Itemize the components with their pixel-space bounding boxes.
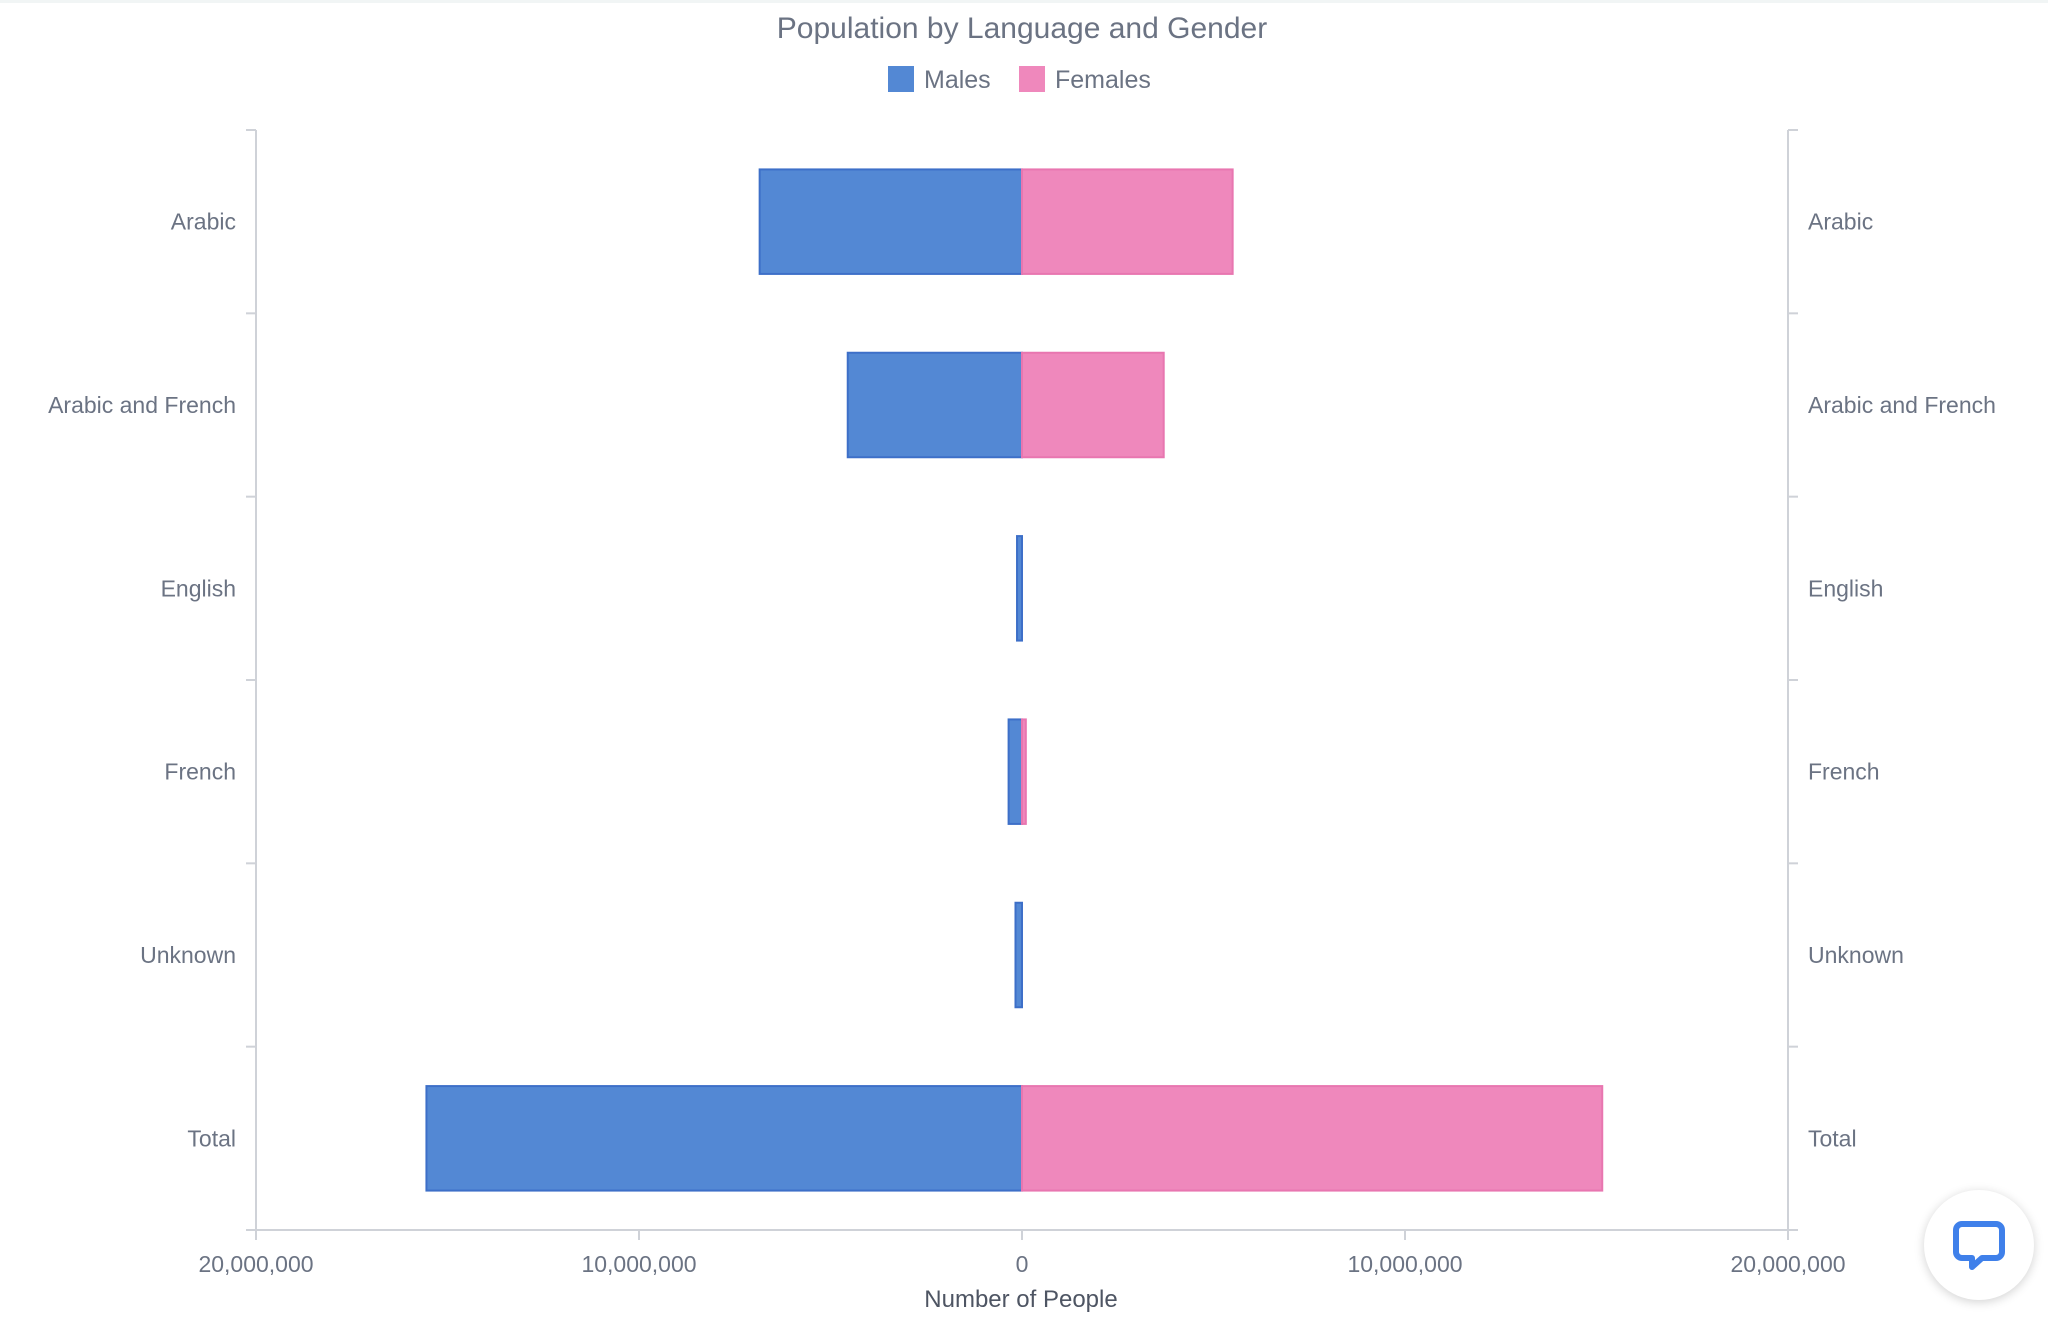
bar-males-5[interactable]: [425, 1085, 1023, 1192]
y-axis-labels-right: Arabic Arabic and French English French Unkn…: [1808, 209, 1996, 1152]
chat-bubble-icon: [1953, 1221, 2005, 1270]
category-label-left-0: Arabic: [171, 209, 236, 235]
top-border: [0, 0, 2048, 3]
bar-females-3[interactable]: [1021, 718, 1027, 825]
legend-label-1[interactable]: Females: [1055, 66, 1151, 94]
x-tick-label: 10,000,000: [1347, 1251, 1462, 1277]
axes: [246, 129, 1798, 1231]
category-label-left-5: Total: [187, 1125, 236, 1151]
category-label-left-3: French: [164, 759, 236, 785]
x-axis-title: Number of People: [924, 1286, 1117, 1313]
category-label-right-2: English: [1808, 575, 1883, 601]
category-label-right-1: Arabic and French: [1808, 392, 1996, 418]
category-label-left-4: Unknown: [140, 942, 236, 968]
category-label-right-3: French: [1808, 759, 1880, 785]
category-label-right-0: Arabic: [1808, 209, 1873, 235]
legend-swatch-0[interactable]: [888, 66, 914, 92]
legend: Males Females: [888, 66, 1151, 94]
bars: [425, 168, 1604, 1192]
category-label-left-2: English: [161, 575, 236, 601]
bar-males-2[interactable]: [1016, 535, 1023, 642]
bar-males-3[interactable]: [1007, 718, 1023, 825]
chart-title: Population by Language and Gender: [777, 12, 1267, 45]
category-label-right-5: Total: [1808, 1125, 1857, 1151]
bar-males-4[interactable]: [1014, 901, 1024, 1009]
legend-swatch-1[interactable]: [1019, 66, 1045, 92]
category-label-right-4: Unknown: [1808, 942, 1904, 968]
bar-males-1[interactable]: [846, 351, 1023, 459]
y-axis-labels-left: Arabic Arabic and French English French Unkn…: [48, 209, 236, 1152]
x-tick-label: 20,000,000: [1730, 1251, 1845, 1277]
x-tick-label: 0: [1016, 1251, 1029, 1277]
bar-females-0[interactable]: [1021, 168, 1234, 275]
x-axis-ticks: 20,000,000 10,000,000 0 10,000,000 20,000,00…: [198, 1230, 1846, 1277]
bar-females-5[interactable]: [1021, 1085, 1604, 1192]
x-tick-label: 10,000,000: [581, 1251, 696, 1277]
x-tick-label: 20,000,000: [198, 1251, 313, 1277]
legend-label-0[interactable]: Males: [924, 66, 991, 94]
chat-button[interactable]: [1924, 1190, 2034, 1300]
category-label-left-1: Arabic and French: [48, 392, 236, 418]
bar-males-0[interactable]: [758, 168, 1024, 275]
bar-females-1[interactable]: [1021, 351, 1165, 459]
